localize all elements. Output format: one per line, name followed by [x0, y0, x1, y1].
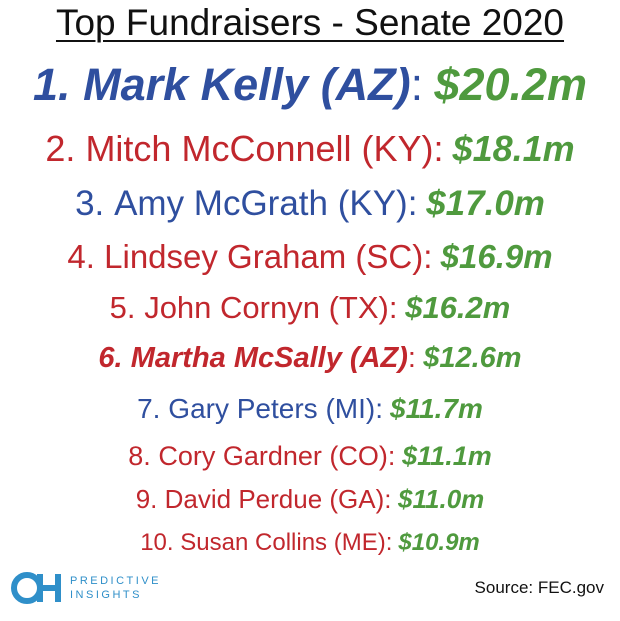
amount: $20.2m	[434, 59, 588, 110]
colon: :	[375, 393, 383, 424]
colon: :	[410, 59, 424, 110]
fundraiser-row: 8. Cory Gardner (CO): $11.1m	[0, 443, 620, 470]
logo-line: INSIGHTS	[70, 589, 142, 601]
colon: :	[433, 128, 444, 169]
logo: PREDICTIVE INSIGHTS	[10, 570, 161, 606]
fundraiser-row: 4. Lindsey Graham (SC): $16.9m	[0, 240, 620, 273]
rank: 4.	[67, 238, 95, 275]
candidate-name: Gary Peters (MI)	[168, 393, 376, 424]
source: Source: FEC.gov	[474, 578, 604, 597]
fundraiser-row: 2. Mitch McConnell (KY): $18.1m	[0, 131, 620, 167]
candidate-name: David Perdue (GA)	[164, 484, 385, 514]
amount: $16.9m	[440, 238, 553, 275]
candidate-name: Susan Collins (ME)	[180, 529, 386, 556]
candidate-name: John Cornyn (TX)	[144, 290, 389, 325]
logo-line: PREDICTIVE	[70, 575, 162, 587]
colon: :	[388, 290, 398, 325]
colon: :	[407, 342, 416, 374]
rank: 3.	[75, 184, 105, 223]
rank: 5.	[109, 290, 136, 325]
colon: :	[387, 441, 396, 471]
amount: $17.0m	[426, 184, 545, 223]
title: Top Fundraisers - Senate 2020	[0, 2, 620, 44]
rank: 10.	[140, 529, 174, 556]
candidate-name: Amy McGrath (KY)	[114, 184, 408, 223]
fundraiser-row: 9. David Perdue (GA): $11.0m	[0, 486, 620, 512]
fundraiser-row: 5. John Cornyn (TX): $16.2m	[0, 292, 620, 323]
fundraiser-row: 3. Amy McGrath (KY): $17.0m	[0, 186, 620, 221]
amount: $12.6m	[423, 342, 522, 374]
amount: $11.1m	[402, 441, 492, 471]
fundraiser-row: 1. Mark Kelly (AZ): $20.2m	[0, 62, 620, 107]
logo-mark	[11, 572, 61, 604]
amount: $11.7m	[390, 393, 483, 424]
rank: 2.	[45, 128, 76, 169]
rank: 8.	[128, 441, 151, 471]
logo-text: PREDICTIVE INSIGHTS	[70, 574, 161, 602]
rank: 9.	[135, 484, 158, 514]
amount: $10.9m	[398, 529, 480, 556]
candidate-name: Mark Kelly (AZ)	[83, 59, 411, 110]
candidate-name: Cory Gardner (CO)	[158, 441, 388, 471]
candidate-name: Mitch McConnell (KY)	[85, 128, 434, 169]
rank: 7.	[137, 393, 161, 424]
rank: 1.	[32, 59, 71, 110]
colon: :	[407, 184, 418, 223]
colon: :	[423, 238, 433, 275]
candidate-name: Martha McSally (AZ)	[130, 342, 408, 374]
colon: :	[385, 529, 393, 556]
fundraiser-row: 7. Gary Peters (MI): $11.7m	[0, 395, 620, 423]
amount: $16.2m	[405, 290, 511, 325]
fundraiser-row: 10. Susan Collins (ME): $10.9m	[0, 531, 620, 555]
rank: 6.	[98, 342, 123, 374]
amount: $11.0m	[398, 484, 485, 514]
fundraiser-row: 6. Martha McSally (AZ): $12.6m	[0, 344, 620, 373]
amount: $18.1m	[452, 128, 575, 169]
candidate-name: Lindsey Graham (SC)	[104, 238, 424, 275]
colon: :	[384, 484, 392, 514]
title-text: Top Fundraisers - Senate 2020	[55, 2, 565, 43]
